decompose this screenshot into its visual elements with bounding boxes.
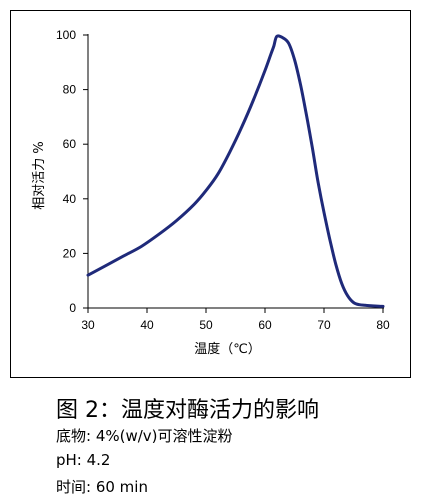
figure-caption: 图 2：温度对酶活力的影响 [56,398,319,423]
x-tick-label: 50 [199,318,213,332]
x-tick-label: 70 [317,318,331,332]
y-tick-label: 20 [63,246,77,260]
time-info: 时间: 60 min [56,478,148,496]
y-tick-label: 60 [63,137,77,151]
y-tick-label: 100 [56,28,76,42]
y-tick-label: 0 [69,301,76,315]
x-axis-title: 温度（℃） [194,341,261,357]
x-tick-label: 80 [376,318,390,332]
y-tick-label: 40 [63,192,77,206]
x-tick-label: 60 [258,318,272,332]
ticks: 0 20 40 60 80 100 30 40 50 60 70 80 [56,28,390,332]
chart-frame: 0 20 40 60 80 100 30 40 50 60 70 80 温度（℃） 相对活力 % [10,10,411,378]
y-tick-label: 80 [63,83,77,97]
x-tick-label: 30 [81,318,95,332]
axes [87,34,384,309]
ph-info: pH: 4.2 [56,451,111,469]
substrate-info: 底物: 4%(w/v)可溶性淀粉 [56,427,233,445]
series-line [86,34,385,308]
x-tick-label: 40 [140,318,154,332]
y-axis-title: 相对活力 % [32,141,47,210]
chart-svg: 0 20 40 60 80 100 30 40 50 60 70 80 温度（℃） 相对活力 % [32,28,390,357]
